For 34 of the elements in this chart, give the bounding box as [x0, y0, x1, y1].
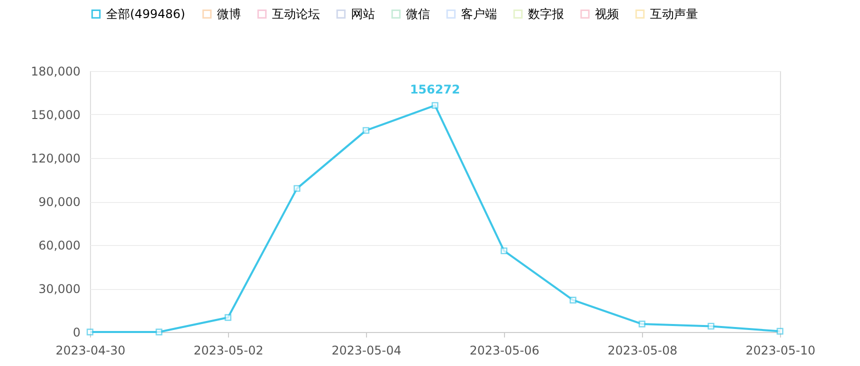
x-tick-label: 2023-05-04 [332, 344, 402, 358]
legend-label: 微信 [406, 7, 430, 22]
point [224, 314, 232, 321]
x-tick-label: 2023-04-30 [56, 344, 126, 358]
point [362, 127, 370, 134]
x-tick-label: 2023-05-02 [194, 344, 264, 358]
y-tick-label: 90,000 [38, 195, 80, 209]
legend-label: 视频 [595, 7, 619, 22]
legend-label: 客户端 [461, 7, 497, 22]
point [500, 247, 508, 254]
legend-label: 数字报 [528, 7, 564, 22]
y-tick-label: 60,000 [38, 238, 80, 252]
legend-label: 互动论坛 [272, 7, 320, 22]
point [156, 328, 162, 336]
legend-label: 微博 [217, 7, 241, 22]
point [294, 185, 300, 192]
x-tick-label: 2023-05-10 [746, 344, 816, 358]
point [776, 328, 784, 335]
point [432, 102, 438, 109]
legend-label: 全部(499486) [106, 7, 186, 22]
point [86, 328, 94, 336]
y-tick-label: 150,000 [30, 108, 80, 122]
x-tick-label: 2023-05-08 [608, 344, 678, 358]
point [638, 320, 646, 328]
y-tick-label: 0 [72, 326, 80, 340]
legend-label: 网站 [351, 7, 375, 22]
point [708, 322, 714, 330]
x-tick-label: 2023-05-06 [470, 344, 540, 358]
y-tick-label: 30,000 [38, 282, 80, 296]
y-tick-label: 120,000 [30, 152, 80, 166]
point [570, 296, 576, 304]
y-tick-label: 180,000 [30, 64, 80, 78]
legend-label: 互动声量 [650, 7, 698, 22]
annotation: 156272 [410, 82, 460, 96]
